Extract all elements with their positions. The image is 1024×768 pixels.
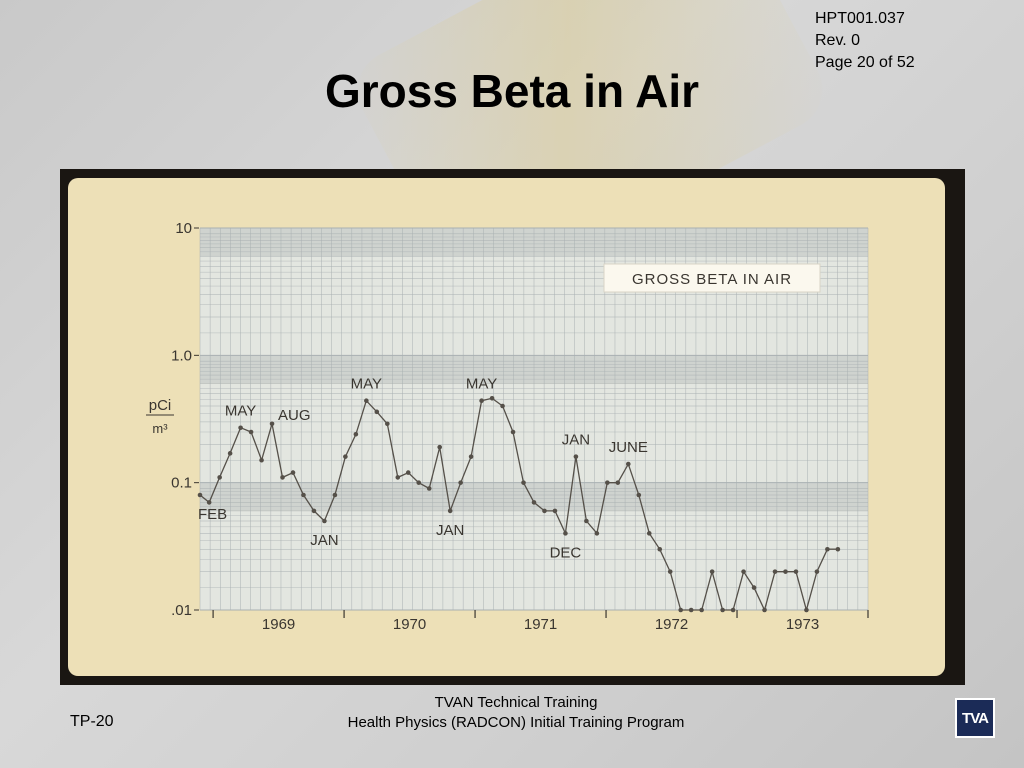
data-point <box>552 508 558 514</box>
data-point <box>332 492 338 498</box>
data-point <box>626 461 631 467</box>
chart-title-box <box>603 263 821 293</box>
annotation-label: JUNE <box>609 439 648 456</box>
annotation-label: JAN <box>310 532 338 549</box>
x-tick-label: 1970 <box>393 616 426 633</box>
data-point <box>584 518 589 524</box>
x-tick-label: 1973 <box>786 616 819 633</box>
footer-center: TVAN Technical Training Health Physics (… <box>300 693 732 733</box>
data-point <box>227 451 233 456</box>
data-point <box>479 398 484 404</box>
annotation-label: MAY <box>225 403 256 420</box>
data-point <box>416 480 422 485</box>
annotation-label: JAN <box>436 522 464 539</box>
data-point <box>364 398 369 404</box>
tva-logo: TVA <box>955 698 995 738</box>
x-tick-label: 1972 <box>655 616 688 633</box>
page-number: Page 20 of 52 <box>815 54 915 71</box>
footer-line-2: Health Physics (RADCON) Initial Training… <box>347 714 685 731</box>
data-point <box>447 508 453 514</box>
data-point <box>636 492 642 498</box>
data-point <box>573 454 579 459</box>
annotation-label: MAY <box>351 376 382 393</box>
data-point <box>301 492 306 498</box>
data-point <box>835 546 841 552</box>
tva-logo-text: TVA <box>962 709 989 727</box>
data-point <box>280 475 285 480</box>
data-point <box>458 480 463 485</box>
footer-line-1: TVAN Technical Training <box>434 694 598 711</box>
data-point <box>615 480 621 485</box>
data-point <box>510 429 516 435</box>
data-point <box>437 444 442 450</box>
data-point <box>290 470 296 475</box>
data-point <box>667 569 673 574</box>
revision: Rev. 0 <box>815 32 861 49</box>
data-point <box>311 508 317 514</box>
chart-title: GROSS BETA IN AIR <box>632 271 792 288</box>
y-tick-label: 1.0 <box>171 347 192 364</box>
slide-title: Gross Beta in Air <box>0 64 1024 118</box>
data-point <box>720 607 725 613</box>
data-point <box>238 425 243 431</box>
data-point <box>804 607 809 613</box>
x-tick-label: 1969 <box>262 616 295 633</box>
data-point <box>783 569 788 574</box>
data-point <box>594 531 600 536</box>
data-point <box>657 546 663 552</box>
data-point <box>646 531 652 536</box>
data-point <box>678 607 683 613</box>
data-point <box>772 569 778 574</box>
annotation-label: FEB <box>198 506 227 523</box>
data-point <box>825 546 830 552</box>
data-point <box>405 470 411 475</box>
data-point <box>269 421 275 427</box>
data-point <box>709 569 715 574</box>
data-point <box>468 454 474 459</box>
y-axis-label-numerator: pCi <box>149 397 172 414</box>
data-point <box>197 492 203 498</box>
data-point <box>741 569 746 574</box>
document-meta: HPT001.037 Rev. 0 Page 20 of 52 <box>815 8 915 74</box>
y-tick-label: 0.1 <box>171 475 192 492</box>
data-point <box>206 500 212 505</box>
data-point <box>563 531 568 536</box>
data-point <box>489 395 495 401</box>
data-point <box>426 486 432 491</box>
data-point <box>762 607 767 613</box>
data-point <box>343 454 348 459</box>
annotation-label: JAN <box>562 432 590 449</box>
y-tick-label: 10 <box>175 220 192 237</box>
y-axis-label-denominator: m³ <box>152 421 168 436</box>
annotation-label: AUG <box>278 407 311 424</box>
data-point <box>730 607 736 613</box>
data-point <box>217 475 222 480</box>
data-point <box>605 480 610 485</box>
data-point <box>322 518 327 524</box>
doc-id: HPT001.037 <box>815 10 905 27</box>
gross-beta-chart: 10 1.0 0.1 .01 pCi m³ 1969 1970 1971 1972 1973 GROS… <box>146 220 869 633</box>
data-point <box>751 585 757 590</box>
data-point <box>353 431 359 437</box>
data-point <box>814 569 820 574</box>
data-point <box>395 475 401 480</box>
data-point <box>699 607 704 613</box>
y-tick-label: .01 <box>171 602 192 619</box>
chart-slide: 10 1.0 0.1 .01 pCi m³ 1969 1970 1971 1972 1973 GROS… <box>68 178 945 676</box>
slide-title-text: Gross Beta in Air <box>324 65 700 117</box>
slide-id: TP-20 <box>70 713 114 730</box>
annotation-label: DEC <box>550 544 582 561</box>
annotation-label: MAY <box>466 376 497 393</box>
data-point <box>793 569 799 574</box>
data-point <box>521 480 526 485</box>
data-point <box>531 500 537 505</box>
data-point <box>500 403 505 409</box>
data-point <box>248 429 254 435</box>
data-point <box>259 457 264 463</box>
data-point <box>688 607 694 613</box>
x-tick-label: 1971 <box>524 616 557 633</box>
data-point <box>542 508 547 514</box>
data-point <box>385 421 390 427</box>
data-point <box>374 409 380 415</box>
